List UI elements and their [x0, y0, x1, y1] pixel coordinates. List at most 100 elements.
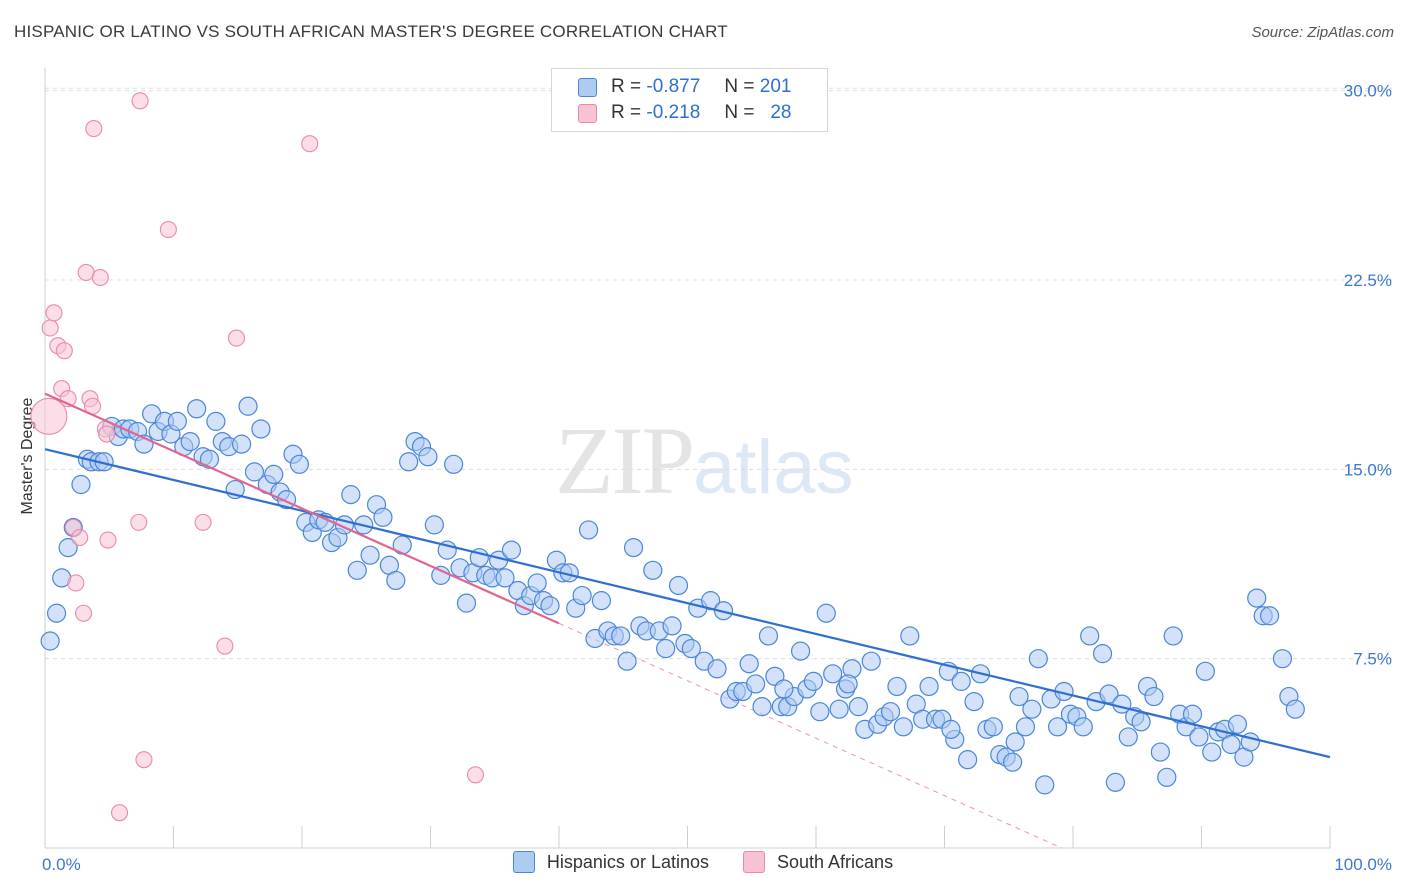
chart-title: HISPANIC OR LATINO VS SOUTH AFRICAN MAST… — [14, 22, 728, 41]
data-point-hispanic — [1022, 699, 1042, 719]
data-point-hispanic — [1035, 775, 1055, 795]
tick-labels: 7.5% 15.0% 22.5% 30.0% 0.0% 100.0% — [42, 82, 1392, 874]
data-point-south-african — [45, 304, 63, 322]
data-point-south-african — [67, 574, 85, 592]
data-point-hispanic — [251, 419, 271, 439]
data-point-hispanic — [900, 626, 920, 646]
data-point-hispanic — [1285, 699, 1305, 719]
watermark: ZIPatlas — [555, 405, 854, 516]
legend-n-label: N = — [724, 102, 755, 123]
axes — [44, 68, 1331, 849]
data-point-hispanic — [1221, 734, 1241, 755]
legend-r-value: -0.877 — [646, 76, 701, 97]
data-point-hispanic — [1009, 686, 1029, 707]
trend-lines — [44, 392, 1331, 759]
data-point-south-african — [55, 342, 73, 360]
data-point-hispanic — [264, 464, 284, 485]
bottom-legend-swatch-pink — [743, 851, 765, 873]
data-point-hispanic — [1131, 712, 1151, 732]
data-point-hispanic — [199, 449, 220, 469]
data-point-south-african — [159, 221, 177, 239]
data-point-hispanic — [752, 697, 772, 717]
trend-line-hispanics — [44, 448, 1331, 759]
legend-r-value: -0.218 — [646, 102, 701, 123]
data-point-south-african — [99, 531, 117, 549]
x-tick-label: 0.0% — [42, 855, 81, 874]
data-point-hispanic — [810, 702, 830, 722]
data-point-hispanic — [739, 654, 759, 674]
legend-swatch-blue — [578, 77, 597, 97]
data-point-hispanic — [887, 676, 907, 697]
data-point-hispanic — [71, 474, 91, 495]
grid-lines — [45, 87, 1392, 660]
data-point-hispanic — [1073, 717, 1093, 737]
data-point-south-african — [91, 268, 109, 287]
data-point-hispanic — [572, 585, 592, 606]
legend-n-label: N = — [724, 76, 755, 97]
data-point-hispanic — [418, 447, 438, 467]
data-point-hispanic — [1105, 772, 1126, 792]
data-point-hispanic — [1157, 767, 1177, 787]
data-point-hispanic — [187, 399, 207, 419]
data-point-south-african — [71, 528, 89, 547]
data-point-hispanic — [848, 697, 869, 717]
data-point-south-african — [98, 425, 116, 443]
data-point-hispanic — [540, 596, 560, 616]
trend-line-south-africans — [44, 392, 560, 625]
data-point-hispanic — [803, 671, 824, 691]
data-point-south-african — [77, 263, 95, 282]
data-point-hispanic — [399, 452, 419, 472]
data-point-hispanic — [431, 565, 451, 585]
data-point-hispanic — [1015, 717, 1036, 737]
data-point-south-african — [194, 513, 212, 531]
data-point-hispanic — [861, 651, 881, 671]
data-point-hispanic — [668, 575, 689, 596]
data-point-hispanic — [790, 641, 811, 661]
data-point-hispanic — [1099, 684, 1119, 704]
data-point-hispanic — [838, 674, 858, 694]
data-point-hispanic — [774, 679, 794, 699]
legend-row-hispanics: R = -0.877 N = 201 — [578, 74, 791, 100]
bottom-legend: Hispanics or Latinos South Africans — [0, 851, 1406, 873]
points-hispanics — [40, 396, 1305, 795]
legend-row-south-africans: R = -0.218 N = 28 — [578, 100, 791, 126]
data-point-hispanic — [941, 719, 961, 739]
data-point-hispanic — [1080, 626, 1100, 646]
data-point-hispanic — [1247, 588, 1267, 608]
data-point-hispanic — [617, 651, 637, 671]
bottom-legend-label: Hispanics or Latinos — [546, 851, 709, 872]
data-point-hispanic — [578, 520, 599, 540]
data-point-hispanic — [167, 411, 187, 431]
data-point-hispanic — [919, 676, 939, 697]
trend-extension-south-africans — [558, 622, 1062, 849]
data-point-hispanic — [180, 431, 200, 452]
data-point-hispanic — [1150, 742, 1170, 762]
data-point-hispanic — [681, 638, 701, 659]
data-point-hispanic — [501, 540, 522, 560]
data-point-hispanic — [386, 570, 406, 591]
y-tick-label: 15.0% — [1344, 460, 1392, 479]
data-point-hispanic — [1182, 704, 1203, 724]
data-point-hispanic — [527, 573, 547, 593]
data-point-south-african — [466, 766, 485, 784]
data-point-south-african — [130, 513, 148, 531]
bottom-legend-label: South Africans — [777, 851, 894, 872]
bottom-legend-hispanics: Hispanics or Latinos — [512, 851, 709, 873]
data-point-hispanic — [656, 638, 676, 659]
data-point-hispanic — [1118, 727, 1138, 747]
bottom-legend-swatch-blue — [512, 851, 535, 873]
data-point-hispanic — [347, 560, 367, 580]
data-point-hispanic — [951, 671, 971, 691]
data-point-hispanic — [373, 507, 393, 527]
data-point-hispanic — [424, 515, 444, 535]
legend-n-value: 201 — [759, 76, 792, 97]
data-point-hispanic — [1092, 644, 1113, 664]
data-point-hispanic — [46, 603, 67, 623]
data-point-hispanic — [591, 591, 612, 611]
data-point-hispanic — [1005, 732, 1025, 752]
data-point-hispanic — [1195, 661, 1215, 681]
data-point-hispanic — [1227, 714, 1248, 734]
data-point-hispanic — [662, 616, 682, 636]
data-point-hispanic — [643, 560, 663, 580]
